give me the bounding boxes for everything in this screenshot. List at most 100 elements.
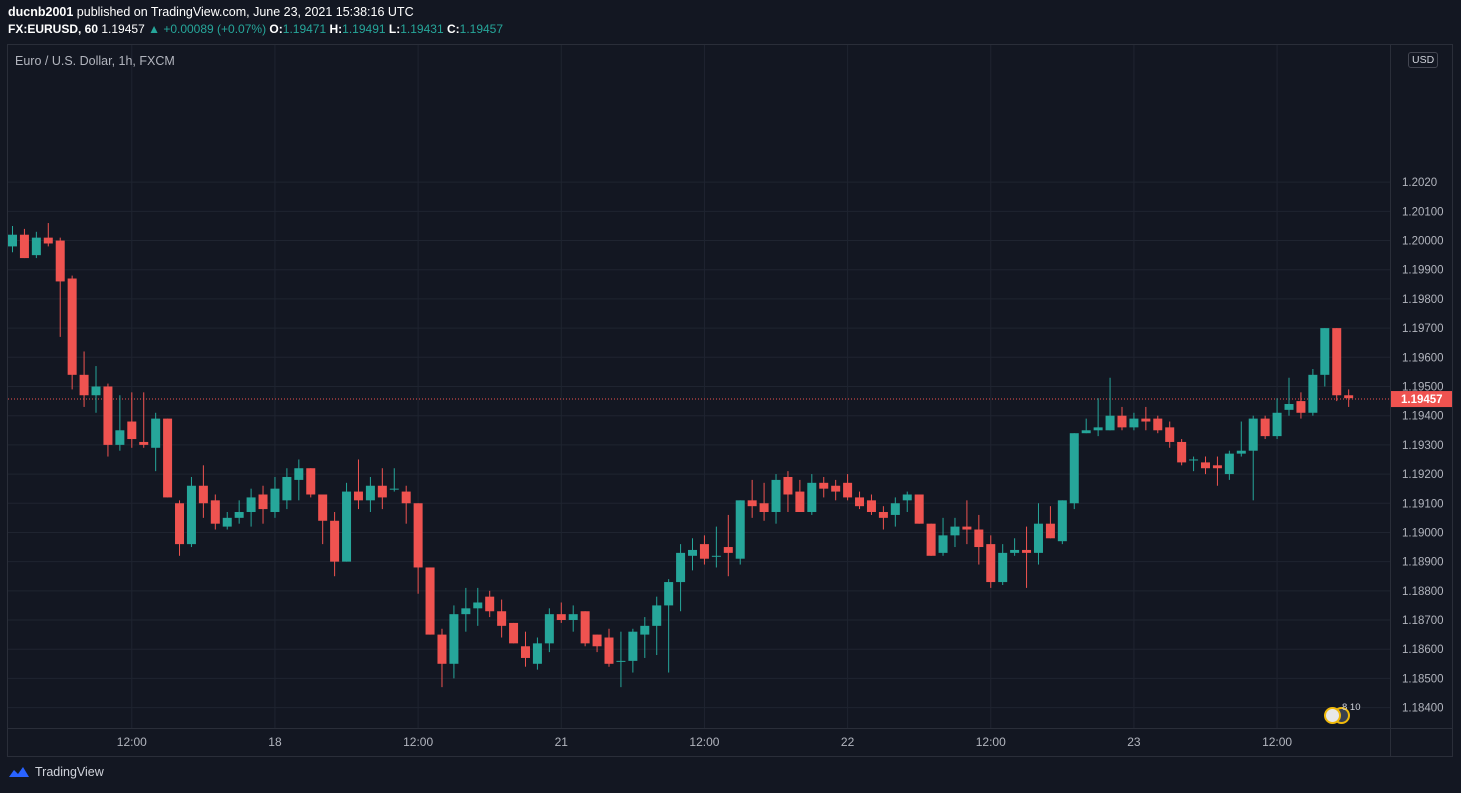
price-tick-label: 1.18500 [1402, 673, 1444, 685]
candle-body [1022, 549, 1032, 553]
candle-body [974, 529, 984, 548]
candle-body [1224, 453, 1234, 475]
price-tick-label: 1.20000 [1402, 236, 1444, 248]
candle-body [950, 526, 960, 536]
candle-body [1284, 404, 1294, 410]
low-label: L: [388, 22, 401, 36]
candle [222, 512, 232, 530]
candle [1308, 368, 1318, 416]
candle [747, 479, 757, 518]
candle-body [1272, 412, 1282, 437]
candle-body [688, 549, 698, 556]
candle [640, 617, 650, 658]
candle [664, 579, 674, 673]
tradingview-logo-icon[interactable] [8, 765, 30, 779]
candle-body [1308, 374, 1318, 413]
candle [902, 491, 912, 513]
candle-body [8, 234, 17, 247]
candle-body [1105, 415, 1115, 431]
candle [234, 500, 244, 524]
candle-body [1332, 328, 1342, 396]
candle [1236, 421, 1246, 457]
candle-body [139, 441, 149, 445]
price-tick-label: 1.19600 [1402, 352, 1444, 364]
candle [485, 590, 495, 618]
time-tick-label: 12:00 [689, 735, 719, 749]
candle-body [55, 240, 65, 282]
candle [926, 523, 936, 556]
price-tick-label: 1.19900 [1402, 265, 1444, 277]
candle [556, 602, 566, 623]
candle [723, 514, 733, 577]
candle [676, 544, 686, 612]
time-tick-label: 12:00 [1262, 735, 1292, 749]
candle-body [962, 526, 972, 530]
candle-body [723, 547, 733, 553]
candle [306, 468, 316, 498]
candle [974, 514, 984, 565]
open-value: 1.19471 [282, 22, 327, 36]
candle [520, 631, 530, 667]
candle-body [175, 503, 185, 545]
candle [1272, 398, 1282, 440]
price-tick-label: 1.18700 [1402, 615, 1444, 627]
change-text: ▲ +0.00089 (+0.07%) [148, 22, 267, 36]
candle [342, 482, 352, 562]
candle [735, 500, 745, 565]
candle [568, 605, 578, 632]
price-tick-label: 1.19700 [1402, 323, 1444, 335]
candle [771, 474, 781, 524]
candle [186, 476, 196, 548]
economic-events-badge[interactable]: 8 10 [1323, 702, 1363, 728]
us-flag-icon [1324, 707, 1341, 724]
candle [115, 395, 125, 451]
candle-body [1033, 523, 1043, 553]
candle-body [747, 500, 757, 507]
candle-body [914, 494, 924, 524]
candle [1165, 421, 1175, 448]
candle-body [1260, 418, 1270, 437]
author-name[interactable]: ducnb2001 [8, 5, 74, 19]
candle [258, 485, 268, 524]
candle [67, 275, 77, 390]
currency-badge[interactable]: USD [1408, 52, 1439, 68]
candle-body [592, 634, 602, 647]
candle-body [377, 485, 387, 498]
candle [55, 237, 65, 337]
candle [616, 631, 626, 688]
candle-body [1344, 395, 1354, 399]
candle-body [1296, 401, 1306, 413]
candle [580, 611, 590, 647]
candle-body [1081, 430, 1091, 434]
price-tick-label: 1.19800 [1402, 294, 1444, 306]
candle [294, 459, 304, 501]
candle [855, 491, 865, 510]
candle-body [1212, 465, 1222, 469]
candle [652, 596, 662, 656]
candle-body [222, 517, 232, 527]
candle-body [926, 523, 936, 556]
close-label: C: [446, 22, 460, 36]
candle [592, 634, 602, 653]
tradingview-brand[interactable]: TradingView [35, 765, 104, 779]
candle-body [1320, 328, 1330, 375]
candle-body [1153, 418, 1163, 431]
candlestick-chart[interactable]: 1.18400 1.18500 1.18600 1.18700 1.18800 1.189… [8, 45, 1452, 756]
candle-body [401, 491, 411, 504]
candle [1177, 439, 1187, 466]
candle-body [532, 643, 542, 664]
price-tick-label: 1.18800 [1402, 586, 1444, 598]
candle-body [676, 552, 686, 583]
candle-body [103, 386, 113, 445]
candle [509, 622, 519, 644]
time-tick-label: 23 [1127, 735, 1141, 749]
chart-container[interactable]: 1.18400 1.18500 1.18600 1.18700 1.18800 1.189… [7, 44, 1453, 757]
candle-body [640, 625, 650, 635]
candle-body [938, 535, 948, 553]
time-tick-label: 12:00 [403, 735, 433, 749]
candle [365, 476, 375, 513]
candle [1248, 415, 1258, 501]
candle [1033, 503, 1043, 565]
candle-body [1248, 418, 1258, 451]
candle [1105, 377, 1115, 431]
